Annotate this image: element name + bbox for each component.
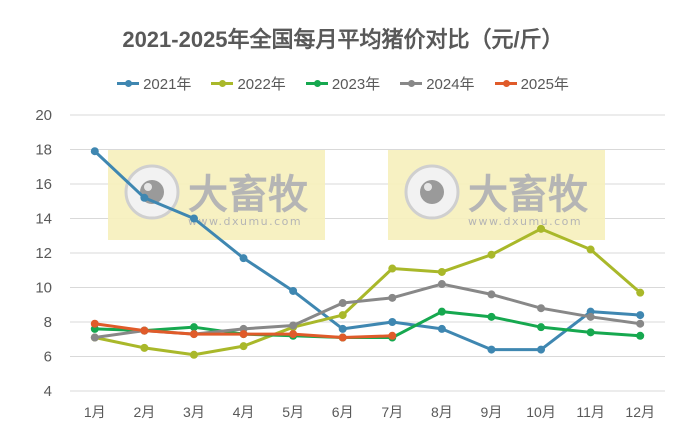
legend-swatch-2022 [211, 79, 234, 87]
x-tick-label: 9月 [481, 404, 503, 420]
data-point[interactable] [189, 323, 198, 332]
y-tick-label: 14 [35, 211, 52, 228]
legend-swatch-2025 [494, 79, 517, 87]
x-tick-label: 5月 [282, 404, 304, 420]
data-point[interactable] [189, 350, 198, 359]
data-point[interactable] [487, 250, 496, 259]
x-tick-label: 4月 [233, 404, 255, 420]
x-tick-label: 2月 [133, 404, 155, 420]
data-point[interactable] [239, 330, 248, 339]
y-tick-label: 20 [35, 107, 52, 124]
legend-label: 2022年 [237, 75, 286, 93]
y-tick-label: 16 [35, 176, 52, 193]
legend-label: 2021年 [143, 75, 192, 93]
data-point[interactable] [487, 290, 496, 299]
watermark-url: www.dxumu.com [468, 215, 582, 228]
data-point[interactable] [90, 147, 99, 156]
legend-swatch-2021 [117, 79, 140, 87]
data-point[interactable] [388, 318, 397, 326]
legend-label: 2023年 [331, 75, 381, 93]
data-point[interactable] [586, 245, 595, 254]
series-2025年[interactable] [90, 319, 397, 342]
data-point[interactable] [90, 319, 99, 328]
data-point[interactable] [338, 311, 347, 320]
data-point[interactable] [140, 343, 149, 352]
data-point[interactable] [90, 333, 99, 342]
data-point[interactable] [189, 330, 198, 339]
data-point[interactable] [437, 267, 446, 276]
x-tick-label: 3月 [183, 404, 205, 420]
data-point[interactable] [586, 312, 595, 321]
data-point[interactable] [636, 319, 645, 328]
x-tick-label: 6月 [332, 404, 354, 420]
x-tick-label: 1月 [84, 404, 106, 420]
data-point[interactable] [239, 342, 248, 351]
y-tick-label: 18 [35, 142, 52, 159]
data-point[interactable] [437, 307, 446, 316]
chart-title: 2021-2025年全国每月平均猪价对比（元/斤） [122, 27, 564, 52]
data-point[interactable] [239, 254, 248, 263]
data-point[interactable] [388, 293, 397, 302]
series-2021年[interactable] [90, 147, 645, 354]
data-point[interactable] [537, 224, 546, 233]
data-point[interactable] [586, 328, 595, 337]
y-tick-label: 6 [44, 349, 52, 366]
watermark-brand: 大畜牧 [468, 172, 589, 218]
legend-item-2023[interactable]: 2023年 [305, 72, 381, 94]
data-point[interactable] [636, 331, 645, 340]
x-tick-label: 7月 [381, 404, 403, 420]
data-point[interactable] [487, 312, 496, 321]
chart-legend: 2021年 2022年 2023年 2024年 2025年 [0, 72, 686, 94]
watermark-brand: 大畜牧 [188, 172, 309, 218]
data-point[interactable] [338, 324, 347, 333]
data-point[interactable] [338, 333, 347, 342]
series-2022年[interactable] [90, 224, 645, 359]
y-tick-label: 10 [35, 280, 52, 297]
x-tick-label: 11月 [576, 404, 605, 420]
data-point[interactable] [636, 311, 645, 320]
x-tick-label: 10月 [526, 404, 556, 420]
data-point[interactable] [388, 264, 397, 273]
data-point[interactable] [189, 214, 198, 223]
data-point[interactable] [289, 330, 298, 339]
x-tick-label: 8月 [431, 404, 453, 420]
x-tick-label: 12月 [625, 404, 655, 420]
data-point[interactable] [437, 280, 446, 289]
data-point[interactable] [140, 326, 149, 335]
data-point[interactable] [487, 345, 496, 354]
data-point[interactable] [537, 323, 546, 332]
legend-swatch-2024 [400, 79, 423, 87]
data-point[interactable] [636, 288, 645, 297]
legend-item-2021[interactable]: 2021年 [117, 72, 191, 94]
watermark-url: www.dxumu.com [188, 215, 302, 228]
legend-swatch-2023 [305, 79, 328, 87]
data-point[interactable] [289, 321, 298, 330]
legend-item-2025[interactable]: 2025年 [494, 72, 569, 94]
data-point[interactable] [388, 331, 397, 340]
legend-label: 2025年 [520, 75, 569, 93]
y-tick-label: 12 [35, 245, 52, 262]
legend-item-2022[interactable]: 2022年 [211, 72, 286, 94]
y-tick-label: 8 [44, 314, 52, 331]
y-tick-label: 4 [44, 383, 52, 400]
data-point[interactable] [537, 304, 546, 313]
data-point[interactable] [289, 286, 298, 295]
legend-label: 2024年 [426, 75, 475, 93]
data-point[interactable] [140, 193, 149, 202]
data-point[interactable] [338, 299, 347, 308]
data-point[interactable] [537, 345, 546, 354]
legend-item-2024[interactable]: 2024年 [400, 72, 475, 94]
data-point[interactable] [437, 324, 446, 333]
